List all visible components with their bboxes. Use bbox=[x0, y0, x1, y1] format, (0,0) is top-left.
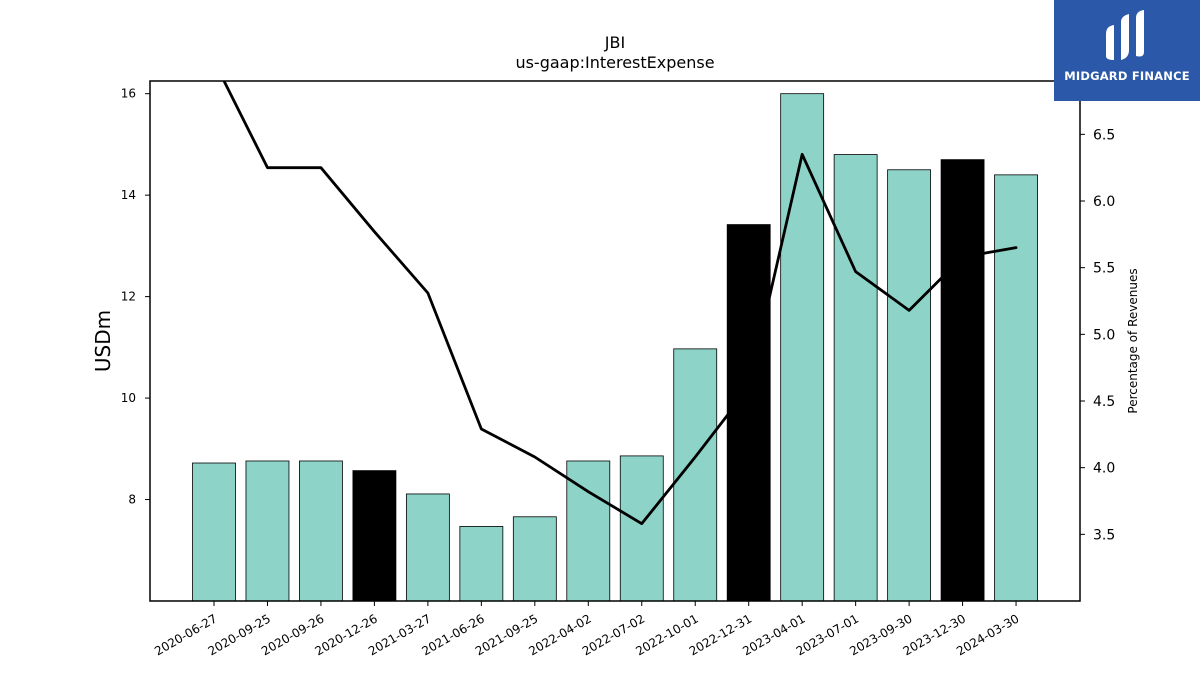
y-axis-label: USDm bbox=[91, 310, 115, 372]
y2-axis-label: Percentage of Revenues bbox=[1126, 268, 1140, 413]
y2-tick-label: 4.5 bbox=[1093, 394, 1115, 410]
bar bbox=[299, 460, 343, 602]
bar bbox=[619, 455, 664, 602]
bar bbox=[833, 154, 878, 602]
line-layer bbox=[222, 81, 1018, 526]
y2-tick-label: 6.0 bbox=[1093, 194, 1115, 210]
y2-tick-label: 3.5 bbox=[1093, 527, 1115, 543]
y2-tick-label: 4.0 bbox=[1093, 461, 1115, 477]
y2-tick-label: 5.5 bbox=[1093, 261, 1115, 277]
bar bbox=[192, 462, 236, 602]
bar bbox=[512, 516, 557, 602]
bar bbox=[887, 169, 932, 602]
bar bbox=[566, 460, 611, 602]
y-tick-label: 14 bbox=[121, 188, 136, 202]
bar bbox=[994, 174, 1038, 602]
bar bbox=[459, 526, 504, 602]
bar bbox=[726, 224, 771, 602]
y-tick-label: 8 bbox=[128, 493, 136, 507]
bars-layer bbox=[192, 93, 1038, 602]
bar bbox=[352, 470, 397, 602]
brand-logo-text: MIDGARD FINANCE bbox=[1064, 69, 1190, 83]
brand-mark-icon bbox=[1106, 10, 1144, 60]
y-tick-label: 16 bbox=[121, 87, 136, 101]
y2-tick-label: 5.0 bbox=[1093, 327, 1115, 343]
chart-title: JBI bbox=[604, 33, 625, 52]
plot-frame bbox=[149, 80, 1081, 602]
bar bbox=[780, 93, 825, 602]
y2-tick-label: 6.5 bbox=[1093, 127, 1115, 143]
brand-logo: MIDGARD FINANCE bbox=[1054, 0, 1200, 101]
bar bbox=[405, 493, 450, 602]
chart-subtitle: us-gaap:InterestExpense bbox=[515, 53, 714, 72]
series-line bbox=[222, 81, 1018, 526]
bar bbox=[940, 159, 985, 602]
y-tick-label: 12 bbox=[121, 290, 136, 304]
bar bbox=[245, 460, 290, 602]
y-tick-label: 10 bbox=[121, 391, 136, 405]
